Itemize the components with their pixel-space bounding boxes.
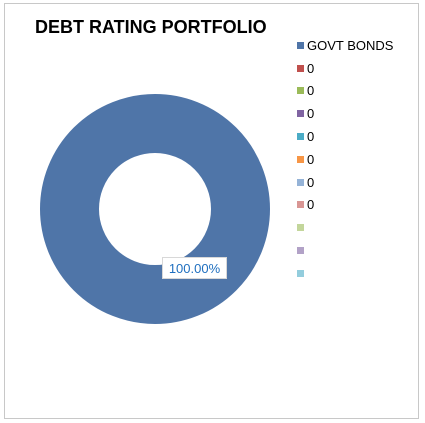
- legend-label: 0: [307, 197, 315, 213]
- legend-swatch: [297, 247, 304, 255]
- legend-label: 0: [307, 151, 315, 167]
- legend-swatch: [297, 133, 304, 141]
- legend-swatch: [297, 155, 304, 163]
- legend-swatch: [297, 41, 304, 49]
- legend-label: 0: [307, 129, 315, 145]
- legend-item: [297, 216, 393, 239]
- legend-item: 0: [297, 125, 393, 148]
- legend-item: [297, 262, 393, 285]
- legend-item: 0: [297, 148, 393, 171]
- legend-label: GOVT BONDS: [307, 37, 394, 53]
- chart-legend: GOVT BONDS 0 0 0 0 0 0 0: [297, 34, 393, 285]
- legend-item: 0: [297, 171, 393, 194]
- donut-slice: [40, 94, 270, 324]
- data-label-govt-bonds: 100.00%: [162, 257, 227, 279]
- legend-label: 0: [307, 83, 315, 99]
- legend-swatch: [297, 178, 304, 186]
- legend-swatch: [297, 87, 304, 95]
- legend-label: 0: [307, 60, 315, 76]
- legend-item: 0: [297, 102, 393, 125]
- legend-item: [297, 239, 393, 262]
- legend-item: GOVT BONDS: [297, 34, 393, 57]
- legend-label: 0: [307, 174, 315, 190]
- legend-item: 0: [297, 194, 393, 217]
- legend-item: 0: [297, 57, 393, 80]
- legend-swatch: [297, 269, 304, 277]
- chart-title: DEBT RATING PORTFOLIO: [35, 17, 267, 37]
- legend-swatch: [297, 201, 304, 209]
- legend-item: 0: [297, 80, 393, 103]
- legend-swatch: [297, 110, 304, 118]
- legend-label: 0: [307, 106, 315, 122]
- legend-swatch: [297, 64, 304, 72]
- legend-swatch: [297, 224, 304, 232]
